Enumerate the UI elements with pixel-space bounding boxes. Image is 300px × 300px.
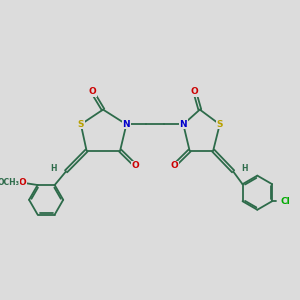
Text: O: O — [19, 178, 27, 187]
Text: OCH₃: OCH₃ — [0, 178, 20, 187]
Text: O: O — [88, 87, 96, 96]
Text: Cl: Cl — [281, 197, 291, 206]
Text: O: O — [132, 161, 140, 170]
Text: O: O — [191, 87, 199, 96]
Text: H: H — [51, 164, 57, 173]
Text: O: O — [170, 161, 178, 170]
Text: N: N — [123, 120, 130, 129]
Text: N: N — [179, 120, 187, 129]
Text: H: H — [241, 164, 248, 173]
Text: S: S — [78, 120, 84, 129]
Text: S: S — [217, 120, 223, 129]
